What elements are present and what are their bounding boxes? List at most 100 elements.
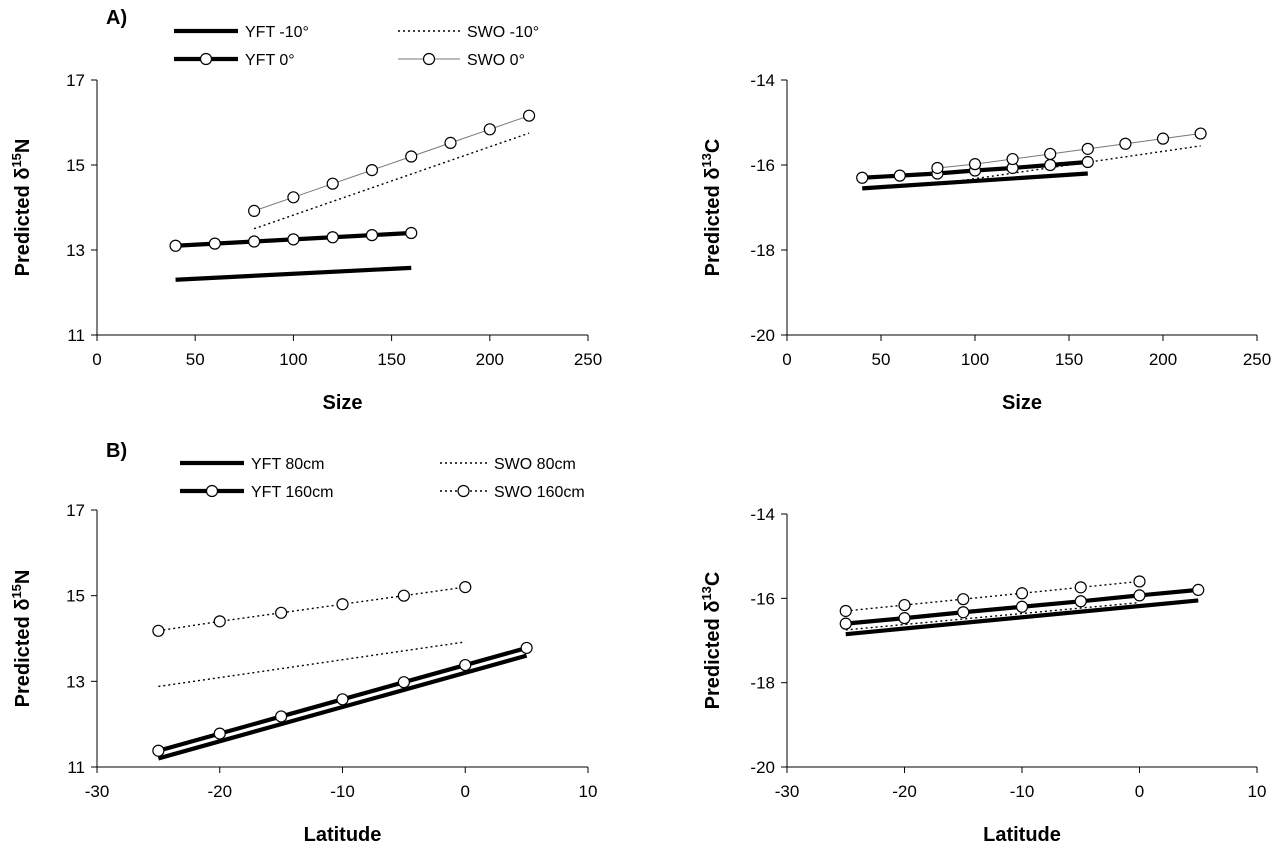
y-tick-label: -20 — [750, 326, 775, 345]
series-line-0 — [862, 171, 1088, 191]
data-point — [397, 676, 410, 689]
y-tick-label: -16 — [750, 156, 775, 175]
data-point — [898, 598, 911, 612]
data-point — [248, 204, 261, 217]
x-tick-label: 50 — [186, 350, 205, 369]
data-point — [405, 150, 418, 163]
legend-label: SWO 0° — [467, 52, 525, 69]
y-axis-title: Predicted δ15N — [9, 139, 34, 277]
data-point — [336, 693, 349, 706]
series-line-0 — [845, 598, 1199, 637]
x-tick-label: 100 — [279, 350, 307, 369]
data-point — [957, 606, 970, 619]
x-tick-label: 10 — [1248, 782, 1267, 801]
y-tick-label: 13 — [66, 672, 85, 691]
chart-B-left: -30 -20 -10 0 10 11 13 15 17 Latitude Predicted δ1… — [9, 440, 597, 846]
data-point — [326, 177, 339, 190]
series-line-3 — [158, 586, 466, 632]
data-point — [893, 169, 906, 182]
data-point — [1074, 595, 1087, 608]
data-point — [1015, 587, 1029, 600]
y-axis-title: Predicted δ13C — [699, 139, 724, 277]
y-tick-label: -14 — [750, 505, 775, 524]
x-tick-label: 150 — [1055, 350, 1083, 369]
legend-label: YFT 160cm — [251, 484, 333, 501]
x-tick-label: 100 — [961, 350, 989, 369]
data-point — [287, 233, 300, 246]
data-point — [275, 710, 288, 723]
y-tick-label: -18 — [750, 674, 775, 693]
data-point — [1133, 575, 1146, 588]
data-point — [1081, 155, 1094, 169]
x-axis-title: Size — [322, 392, 362, 414]
y-tick-label: -16 — [750, 589, 775, 608]
legend-marker — [199, 52, 213, 66]
x-tick-label: -10 — [1010, 782, 1035, 801]
data-point — [957, 593, 970, 606]
data-point — [336, 598, 349, 611]
data-point — [459, 580, 472, 594]
y-tick-label: 15 — [66, 587, 85, 606]
series-line-1 — [937, 145, 1201, 185]
data-point — [1074, 581, 1087, 594]
legend-marker — [205, 484, 219, 498]
series-line-0 — [175, 265, 412, 282]
data-point — [520, 641, 533, 655]
y-tick-label: 15 — [66, 156, 85, 175]
data-point — [326, 231, 339, 244]
legend-marker — [457, 484, 470, 498]
series-line-1 — [158, 641, 466, 688]
chart-A-left: 0 50 100 150 200 250 11 13 15 17 Size Predicted δ15… — [9, 7, 602, 414]
y-axis-title: Predicted δ15N — [9, 570, 34, 708]
data-point — [1044, 158, 1057, 172]
data-point — [287, 191, 300, 204]
data-point — [483, 123, 496, 136]
y-tick-label: -20 — [750, 758, 775, 777]
legend-label: SWO 160cm — [494, 484, 585, 501]
y-tick-label: 11 — [67, 326, 85, 345]
data-point — [459, 658, 472, 672]
y-axis-title: Predicted δ13C — [699, 572, 724, 710]
series-line-1 — [253, 132, 530, 230]
x-tick-label: 200 — [1149, 350, 1177, 369]
series-line-3 — [253, 115, 530, 212]
data-point — [839, 604, 852, 618]
data-point — [1156, 132, 1170, 145]
data-point — [522, 109, 536, 122]
y-tick-label: -14 — [750, 71, 775, 90]
data-point — [169, 239, 182, 252]
data-point — [152, 744, 165, 757]
x-tick-label: 0 — [92, 350, 101, 369]
panel-label: A) — [106, 7, 127, 29]
data-point — [1192, 583, 1205, 597]
legend-marker — [422, 52, 436, 66]
data-point — [365, 164, 379, 177]
series-line-0 — [157, 653, 528, 761]
x-tick-label: 0 — [1135, 782, 1144, 801]
x-tick-label: -30 — [85, 782, 110, 801]
data-point — [839, 617, 852, 630]
data-point — [248, 235, 261, 248]
x-tick-label: 150 — [377, 350, 405, 369]
data-point — [898, 612, 911, 625]
data-point — [1044, 147, 1057, 161]
data-point — [444, 136, 457, 149]
legend-label: SWO 80cm — [494, 456, 576, 473]
data-point — [856, 171, 869, 184]
x-axis-title: Size — [1002, 392, 1042, 414]
chart-A-right: 0 50 100 150 200 250 -20 -18 -16 -14 Size Predicted… — [699, 71, 1271, 414]
data-point — [152, 624, 165, 637]
data-point — [1081, 142, 1094, 155]
series-line-1 — [845, 601, 1140, 631]
y-tick-label: 17 — [66, 501, 85, 520]
x-tick-label: 250 — [1243, 350, 1271, 369]
x-tick-label: 0 — [782, 350, 791, 369]
x-tick-label: 10 — [579, 782, 598, 801]
data-point — [405, 226, 418, 240]
x-tick-label: -30 — [775, 782, 800, 801]
data-point — [213, 615, 226, 628]
legend-label: YFT 80cm — [251, 456, 325, 473]
x-tick-label: 250 — [574, 350, 602, 369]
data-point — [213, 727, 226, 740]
